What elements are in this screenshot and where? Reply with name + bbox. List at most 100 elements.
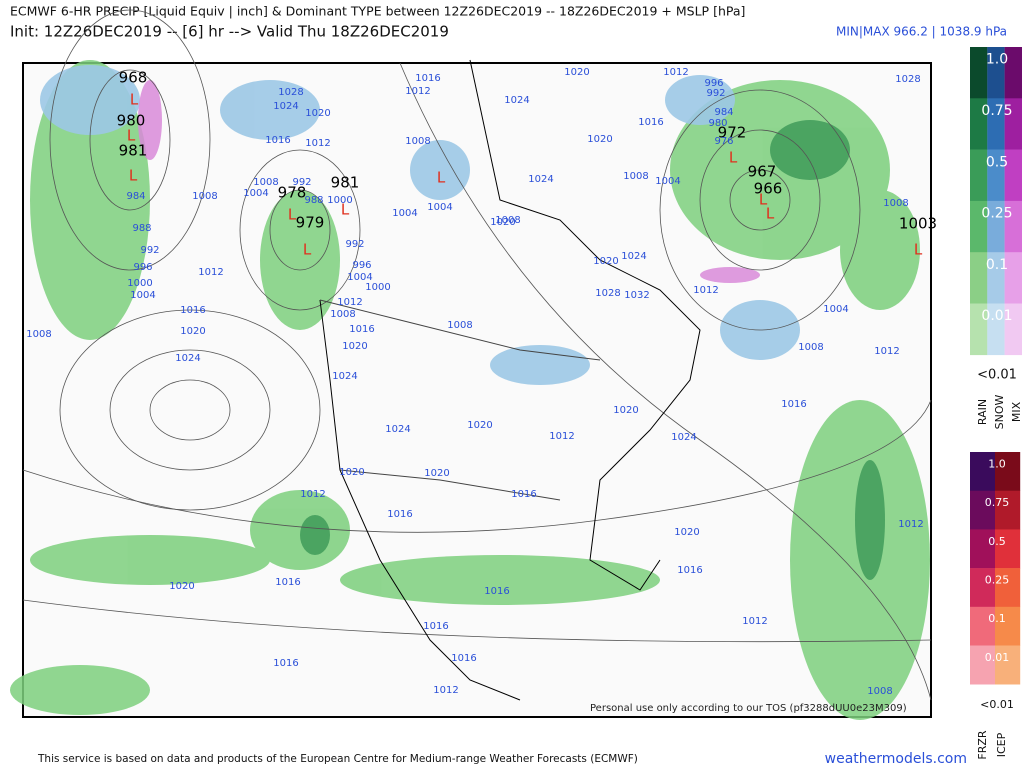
isobar-label: 1016 [265, 135, 290, 146]
isobar-label: 1024 [671, 432, 696, 443]
legend-type: RAIN [976, 399, 989, 425]
isobar-label: 1008 [495, 215, 520, 226]
isobar-label: 1008 [623, 171, 648, 182]
pressure-center-label: 972 [718, 124, 747, 142]
isobar-label: 1008 [192, 191, 217, 202]
isobar-label: 1000 [365, 282, 390, 293]
isobar-label: 996 [133, 262, 152, 273]
legend-swatch [1004, 200, 1022, 253]
pressure-center-label: 978 [278, 184, 307, 202]
legend-swatch [970, 452, 996, 491]
legend-swatch [987, 252, 1005, 304]
isobar-label: 992 [345, 239, 364, 250]
legend-type: FRZR [976, 730, 989, 760]
legend-type: SNOW [993, 395, 1006, 430]
low-marker: L [341, 201, 350, 219]
legend-level: 0.01 [985, 651, 1010, 664]
isobar-label: 1012 [405, 86, 430, 97]
legend: 1.0 0.75 0.5 0.25 0.1 0.01 1.0 0.75 0.5 0.25 0.1 0.… [970, 47, 1023, 760]
isobar-label: 1012 [693, 285, 718, 296]
legend-swatch [970, 303, 988, 356]
isobar-label: 980 [708, 118, 727, 129]
low-marker: L [729, 149, 738, 167]
isobar-label: 1024 [385, 424, 410, 435]
low-marker: L [766, 205, 775, 223]
legend-level: 0.5 [986, 154, 1008, 170]
isobar-label: 976 [714, 136, 733, 147]
legend-level: 0.75 [981, 103, 1012, 119]
legend-swatch [995, 529, 1021, 569]
legend-level: 0.1 [986, 257, 1008, 273]
isobar-label: 1028 [895, 74, 920, 85]
legend-swatch [1004, 98, 1022, 150]
legend-swatch [987, 47, 1005, 99]
isobar-label: 1000 [127, 278, 152, 289]
legend-swatch [970, 252, 988, 304]
isobar-label: 1012 [433, 685, 458, 696]
low-marker: L [127, 127, 136, 145]
isobar-label: 1028 [278, 87, 303, 98]
legend-level: 0.1 [988, 612, 1006, 625]
precip-mix [138, 80, 760, 283]
legend-level: 1.0 [986, 52, 1008, 68]
low-marker: L [303, 241, 312, 259]
low-marker: L [288, 206, 297, 224]
low-marker: L [130, 91, 139, 109]
header-title: ECMWF 6-HR PRECIP [Liquid Equiv | inch] … [10, 4, 745, 19]
isobar-label: 1032 [624, 290, 649, 301]
isobar-label: 1020 [587, 134, 612, 145]
isobar-label: 1012 [874, 346, 899, 357]
legend-level: 0.01 [981, 308, 1012, 324]
isobar-label: 1012 [898, 519, 923, 530]
isobar-label: 996 [704, 78, 723, 89]
isobar-label: 1020 [467, 420, 492, 431]
isobar-label: 1008 [867, 686, 892, 697]
isobar-label: 1016 [423, 621, 448, 632]
isobar-label: 1024 [332, 371, 357, 382]
coastlines [319, 59, 701, 701]
isobar-label: 1008 [253, 177, 278, 188]
isobar-label: 1008 [26, 329, 51, 340]
isobar-label: 1016 [511, 489, 536, 500]
isobar-label: 1028 [595, 288, 620, 299]
isobar-label: 984 [714, 107, 733, 118]
low-marker: L [759, 191, 768, 209]
isobar-label: 1024 [175, 353, 200, 364]
pressure-center-label: 967 [748, 163, 777, 181]
isobar-label: 1012 [198, 267, 223, 278]
footer-site[interactable]: weathermodels.com [825, 751, 967, 767]
isobar-label: 1004 [347, 272, 372, 283]
isobar-label: 1012 [300, 489, 325, 500]
isobar-label: 1012 [337, 297, 362, 308]
footer-credit: This service is based on data and produc… [37, 753, 638, 765]
isobar-label: 1020 [169, 581, 194, 592]
precip-snow [40, 65, 800, 385]
legend-swatch [1004, 303, 1022, 356]
isobar-label: 1016 [638, 117, 663, 128]
isobar-label: 992 [706, 88, 725, 99]
isobar-label: 1008 [405, 136, 430, 147]
header-subtitle: Init: 12Z26DEC2019 -- [6] hr --> Valid T… [10, 23, 449, 41]
isobar-label: 1016 [387, 509, 412, 520]
isobar-label: 1012 [742, 616, 767, 627]
legend-min: <0.01 [980, 698, 1014, 711]
low-marker: L [129, 167, 138, 185]
watermark: Personal use only according to our TOS (… [590, 703, 907, 714]
legend-swatch [1004, 47, 1022, 99]
legend-swatch [970, 490, 996, 530]
legend-swatch [995, 645, 1021, 685]
isobar-label: 1008 [883, 198, 908, 209]
legend-swatch [970, 529, 996, 569]
isobar-label: 1024 [504, 95, 529, 106]
isobar-label: 1016 [275, 577, 300, 588]
isobar-label: 1024 [621, 251, 646, 262]
isobar-label: 996 [352, 260, 371, 271]
precip-heavy [300, 120, 885, 580]
isobar-label: 1016 [677, 565, 702, 576]
isobar-label: 1008 [798, 342, 823, 353]
isobar-label: 1020 [564, 67, 589, 78]
isobar-label: 1004 [130, 290, 155, 301]
pressure-center-label: 981 [331, 174, 360, 192]
legend-swatch [970, 98, 988, 150]
